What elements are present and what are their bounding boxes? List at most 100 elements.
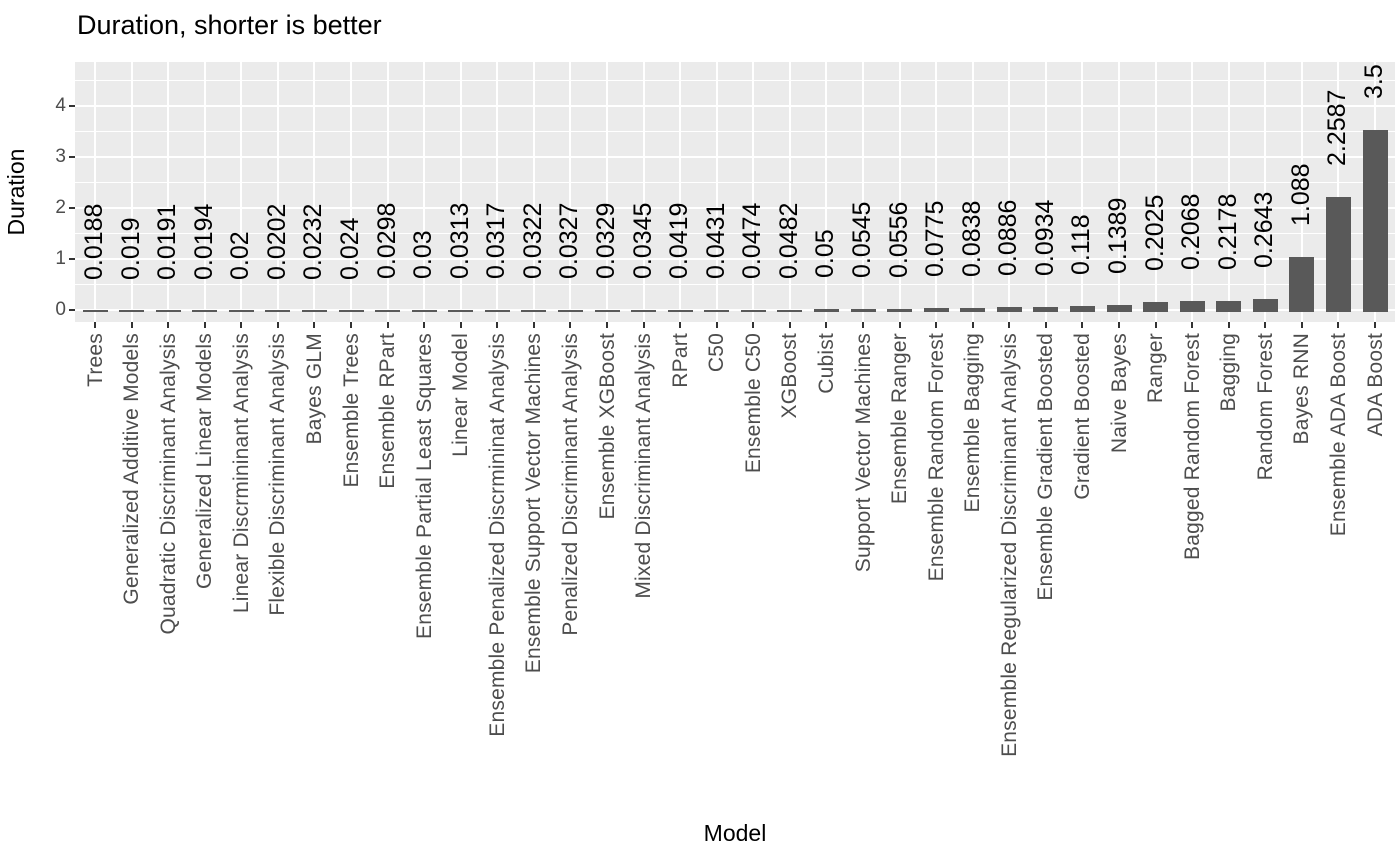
x-tick-label: Ranger [1144, 333, 1168, 404]
bar [484, 309, 510, 312]
x-tick-label: Cubist [814, 333, 838, 394]
h-gridline-minor [75, 233, 1395, 234]
bar [887, 309, 913, 312]
x-tick-label: Quadratic Discriminant Analysis [156, 333, 180, 635]
bar-value-label: 0.0431 [701, 202, 730, 279]
x-tick-mark [862, 322, 864, 328]
x-tick-label: XGBoost [778, 333, 802, 419]
bar [1289, 256, 1315, 312]
v-gridline [715, 62, 718, 322]
bar [1216, 300, 1242, 312]
bar-value-label: 0.0329 [592, 202, 620, 280]
bar [228, 309, 254, 312]
y-tick-mark [69, 207, 75, 209]
h-gridline-minor [75, 284, 1395, 285]
bar [448, 309, 474, 312]
h-gridline-major [75, 207, 1395, 209]
y-tick-label: 0 [55, 299, 66, 320]
bar-value-label: 0.0482 [774, 202, 803, 279]
x-tick-mark [276, 322, 279, 328]
bar-value-label: 0.0317 [482, 202, 511, 280]
v-gridline [788, 62, 791, 322]
x-tick-label: Gradient Boosted [1070, 333, 1094, 500]
chart-title: Duration, shorter is better [77, 10, 382, 40]
bar [923, 308, 949, 312]
x-tick-label: Linear Model [449, 333, 473, 457]
bar [667, 309, 693, 312]
bar [631, 309, 657, 312]
h-gridline-major [75, 258, 1395, 260]
y-tick-mark [69, 309, 75, 311]
v-gridline [1118, 62, 1120, 322]
bar-value-label: 0.0345 [628, 202, 657, 280]
bar [1179, 301, 1205, 312]
x-tick-mark [1374, 322, 1376, 328]
bar [740, 309, 766, 312]
v-gridline [1081, 62, 1084, 322]
bar-value-label: 0.0191 [153, 203, 182, 281]
bar-value-label: 1.088 [1286, 162, 1315, 226]
y-tick-mark [69, 105, 75, 107]
bar [375, 309, 401, 312]
x-tick-mark [1337, 322, 1340, 328]
bar [996, 307, 1022, 312]
bar-value-label: 0.0474 [738, 202, 767, 279]
x-tick-mark [606, 322, 608, 328]
bar-value-label: 0.0934 [1030, 199, 1059, 277]
plot-panel: 0.0188 0.019 0.0191 0.0194 0.02 0.0202 0.0232 0… [75, 62, 1395, 322]
v-gridline [1264, 62, 1267, 322]
bar [1033, 307, 1059, 312]
x-tick-mark [935, 322, 938, 328]
x-tick-mark [1191, 322, 1194, 328]
v-gridline [130, 62, 133, 322]
v-gridline [862, 62, 864, 322]
x-tick-mark [1081, 322, 1084, 328]
v-gridline [1227, 62, 1230, 322]
v-gridline [1300, 62, 1303, 322]
x-tick-label: Ensemble Trees [339, 333, 363, 488]
bar [1325, 196, 1351, 312]
x-tick-label: Ensemble Partial Least Squares [412, 333, 436, 639]
bar-value-label: 0.0232 [299, 203, 328, 280]
bar-value-label: 0.0313 [445, 202, 474, 280]
bar [521, 309, 547, 312]
x-tick-mark [752, 322, 755, 328]
y-tick-label: 1 [55, 248, 66, 269]
bar-value-label: 0.1389 [1104, 197, 1132, 274]
x-tick-mark [350, 322, 352, 328]
x-tick-label: Penalized Discriminant Analysis [558, 333, 582, 636]
v-gridline [935, 62, 938, 322]
x-tick-label: Flexible Discriminant Analysis [266, 333, 290, 616]
x-tick-mark [423, 322, 426, 328]
bar [411, 309, 437, 312]
x-tick-label: Ensemble Support Vector Machines [522, 333, 546, 674]
x-tick-mark [459, 322, 462, 328]
bar-value-label: 0.0775 [921, 200, 950, 278]
bar-value-label: 0.0545 [848, 201, 876, 279]
bar-value-label: 0.0327 [555, 202, 584, 280]
x-tick-label: Ensemble Ranger [888, 333, 912, 505]
bar-value-label: 0.0322 [518, 202, 547, 280]
bar [1362, 129, 1388, 312]
bar-value-label: 0.0556 [884, 201, 913, 279]
bar-value-label: 0.2068 [1177, 193, 1206, 271]
x-tick-label: Bagging [1217, 333, 1241, 412]
x-tick-mark [203, 322, 206, 328]
x-tick-label: Random Forest [1253, 333, 1277, 481]
v-gridline [313, 62, 316, 322]
v-gridline [898, 62, 901, 322]
x-tick-mark [94, 322, 96, 328]
h-gridline-major [75, 156, 1395, 158]
v-gridline [423, 62, 426, 322]
v-gridline [496, 62, 499, 322]
v-gridline [569, 62, 572, 322]
bar [594, 309, 620, 312]
bar [1069, 305, 1095, 312]
bar [1252, 298, 1278, 312]
v-gridline [276, 62, 279, 322]
x-tick-label: Ensemble Random Forest [924, 333, 948, 582]
v-gridline [1337, 62, 1340, 322]
x-tick-mark [715, 322, 718, 328]
bar [813, 309, 839, 312]
bar-value-label: 2.2587 [1323, 89, 1352, 166]
